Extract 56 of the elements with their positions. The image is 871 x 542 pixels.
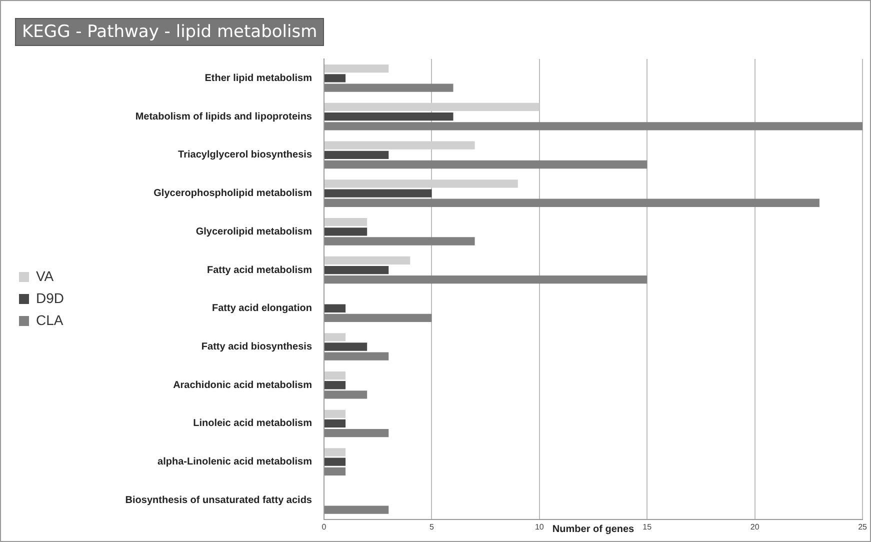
bar [324,189,432,198]
bar [324,342,368,351]
bar [324,371,346,380]
y-tick-label: Ether lipid metabolism [204,72,312,84]
y-tick-label: Biosynthesis of unsaturated fatty acids [125,494,312,506]
bar [324,198,820,207]
y-tick-label: Metabolism of lipids and lipoproteins [135,111,312,122]
bar [324,102,540,112]
bar [324,228,368,236]
y-tick-label: Glycerolipid metabolism [196,226,312,238]
bar [324,160,648,169]
bar [324,84,454,92]
bar [324,314,432,322]
bar [324,429,389,438]
bar [324,122,863,130]
x-tick-label: 15 [642,522,652,532]
bar [324,112,454,121]
bar [324,410,346,418]
x-axis-title: Number of genes [552,524,635,535]
bar [324,304,346,312]
legend-label: CLA [36,312,64,328]
y-tick-label: Arachidonic acid metabolism [173,380,312,391]
bar [324,352,389,360]
bar [324,150,389,159]
y-tick-label: Linoleic acid metabolism [193,418,312,430]
bar [324,218,368,226]
bar [324,276,648,284]
y-tick-label: alpha-Linolenic acid metabolism [158,456,312,468]
bar [324,141,475,150]
x-tick-label: 10 [534,522,544,532]
y-tick-label: Fatty acid biosynthesis [201,342,312,352]
y-tick-label: Glycerophospholipid metabolism [154,188,312,200]
bar [324,180,518,188]
text: KEGG - Pathway - lipid metabolism [15,18,324,46]
x-tick-label: 0 [322,522,327,532]
bar [324,448,346,456]
bar [324,506,389,514]
bar [324,467,346,476]
bar [324,266,389,274]
legend-label: D9D [36,290,64,306]
legend-label: VA [36,268,54,284]
bar [324,333,346,342]
x-tick-label: 20 [750,522,760,532]
bar [324,381,346,390]
bar [324,64,389,73]
y-tick-label: Triacylglycerol biosynthesis [178,150,312,161]
bar [324,74,346,82]
y-tick-label: Fatty acid elongation [212,303,312,314]
bar [324,390,368,399]
bar [324,237,475,246]
y-tick-label: Fatty acid metabolism [206,264,312,276]
x-tick-label: 25 [858,522,868,532]
bar [324,419,346,428]
bar [324,458,346,466]
x-tick-label: 5 [429,522,434,532]
bar [324,256,410,264]
